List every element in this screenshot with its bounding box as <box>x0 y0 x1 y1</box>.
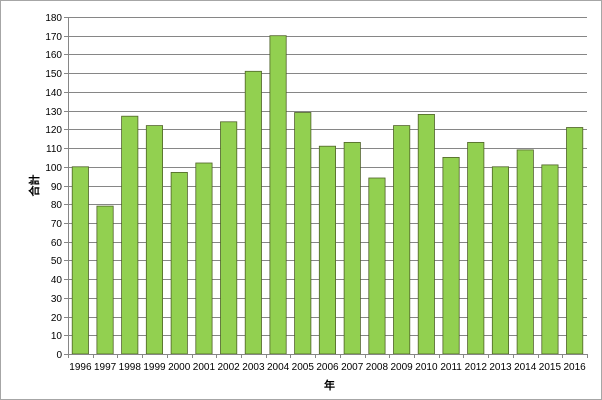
axes <box>64 17 588 358</box>
bar-2012 <box>467 141 485 355</box>
y-tick-label: 160 <box>45 50 62 61</box>
y-tick-label: 50 <box>51 256 63 267</box>
bar-1996 <box>71 166 89 355</box>
bar-2002 <box>220 121 238 355</box>
y-tick-label: 130 <box>45 107 62 118</box>
bar-2013 <box>491 166 509 355</box>
x-tick-label: 2003 <box>242 362 265 373</box>
x-axis-title: 年 <box>324 378 335 392</box>
x-tick-label: 2002 <box>217 362 240 373</box>
x-tick-label: 2004 <box>267 362 290 373</box>
y-tick-label: 180 <box>45 13 62 24</box>
bar-2015 <box>541 164 559 355</box>
x-tick-label: 2001 <box>193 362 216 373</box>
y-tick-label: 100 <box>45 163 62 174</box>
y-tick-label: 170 <box>45 32 62 43</box>
bar-2004 <box>269 35 287 355</box>
x-tick-label: 2016 <box>563 362 586 373</box>
x-tick-label: 2008 <box>366 362 389 373</box>
bar-2006 <box>318 145 336 355</box>
y-tick-label: 90 <box>51 182 63 193</box>
bar-2008 <box>368 177 386 355</box>
x-tick-label: 1996 <box>69 362 92 373</box>
y-tick-label: 110 <box>46 144 62 155</box>
bar-2011 <box>442 156 460 355</box>
y-tick-label: 80 <box>51 200 63 211</box>
x-tick-labels: 1996 1997 1998 1999 2000 2001 2002 2003 2004 2005… <box>69 362 586 373</box>
x-tick-label: 2012 <box>465 362 488 373</box>
y-tick-label: 0 <box>56 350 62 361</box>
x-tick-label: 2014 <box>514 362 537 373</box>
bar-1997 <box>96 205 114 355</box>
y-tick-label: 140 <box>45 88 62 99</box>
bar-2010 <box>417 114 435 355</box>
bar-2009 <box>393 125 411 355</box>
y-axis-title: 合計 <box>27 175 41 197</box>
x-tick-label: 1998 <box>119 362 142 373</box>
x-tick-label: 2011 <box>440 362 462 373</box>
bar-1998 <box>121 115 139 355</box>
y-tick-label: 150 <box>45 69 62 80</box>
x-tick-label: 2009 <box>390 362 413 373</box>
bar-1999 <box>145 125 164 355</box>
y-tick-label: 40 <box>51 275 63 286</box>
x-tick-label: 2010 <box>415 362 438 373</box>
y-tick-labels: 0 10 20 30 40 50 60 70 80 90 100 110 120 130 140 150 160… <box>45 13 62 361</box>
y-tick-label: 60 <box>51 238 63 249</box>
y-tick-label: 70 <box>51 219 63 230</box>
bar-2000 <box>170 171 188 355</box>
bar-2003 <box>244 70 262 355</box>
bar-2016 <box>566 127 584 355</box>
y-tick-label: 120 <box>45 125 62 136</box>
bar-2007 <box>343 141 361 355</box>
y-tick-label: 20 <box>51 313 63 324</box>
x-tick-label: 2007 <box>341 362 364 373</box>
bar-2005 <box>294 112 312 355</box>
y-tick-label: 30 <box>51 294 63 305</box>
x-tick-label: 2006 <box>316 362 339 373</box>
x-tick-label: 2000 <box>168 362 191 373</box>
bar-2001 <box>195 162 213 355</box>
bars <box>71 35 584 355</box>
x-tick-label: 1997 <box>94 362 117 373</box>
bar-2014 <box>516 149 534 355</box>
x-tick-label: 1999 <box>143 362 166 373</box>
x-tick-label: 2015 <box>539 362 562 373</box>
x-tick-label: 2013 <box>489 362 512 373</box>
y-tick-label: 10 <box>51 331 63 342</box>
x-tick-label: 2005 <box>292 362 315 373</box>
